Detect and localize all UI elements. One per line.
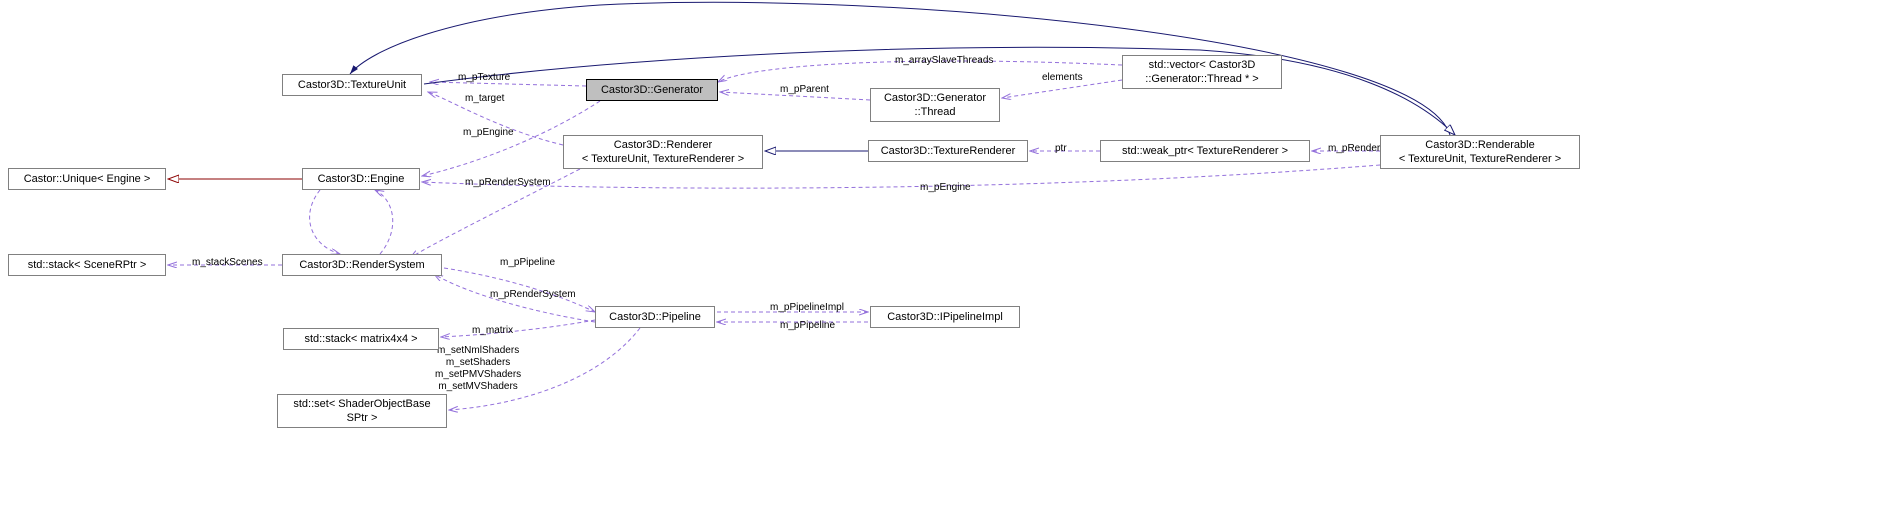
node-label: Castor3D::Generator [879,91,991,105]
node-genThread[interactable]: Castor3D::Generator::Thread [870,88,1000,122]
node-label: Castor3D::Engine [311,172,411,186]
node-stackScene[interactable]: std::stack< SceneRPtr > [8,254,166,276]
edge-label-m_pRenderSystem2: m_pRenderSystem [490,289,576,301]
node-label: std::stack< SceneRPtr > [17,258,157,272]
node-label: Castor::Unique< Engine > [17,172,157,186]
node-texRenderer[interactable]: Castor3D::TextureRenderer [868,140,1028,162]
node-vecThreads[interactable]: std::vector< Castor3D::Generator::Thread… [1122,55,1282,89]
edge-label-m_pEngine1: m_pEngine [463,127,514,139]
edge-label-elements: elements [1042,72,1083,84]
edge-label-m_pRenderSystem: m_pRenderSystem [465,177,551,189]
edge-label-shaderSets: m_setNmlShadersm_setShadersm_setPMVShade… [435,345,521,393]
node-label: SPtr > [286,411,438,425]
node-label: std::set< ShaderObjectBase [286,397,438,411]
node-engine[interactable]: Castor3D::Engine [302,168,420,190]
node-renderer[interactable]: Castor3D::Renderer< TextureUnit, Texture… [563,135,763,169]
edge-label-m_target: m_target [465,93,504,105]
node-label: ::Thread [879,105,991,119]
edge-label-m_pPipelineImpl: m_pPipelineImpl [770,302,844,314]
node-pipeline[interactable]: Castor3D::Pipeline [595,306,715,328]
edge-label-m_matrix: m_matrix [472,325,513,337]
node-label: std::stack< matrix4x4 > [292,332,430,346]
edge-label-m_stackScenes: m_stackScenes [192,257,263,269]
edge-label-m_pParent: m_pParent [780,84,829,96]
node-label: < TextureUnit, TextureRenderer > [572,152,754,166]
node-label: Castor3D::Generator [595,83,709,97]
node-label: Castor3D::IPipelineImpl [879,310,1011,324]
edge-21 [441,320,595,337]
node-renderSystem[interactable]: Castor3D::RenderSystem [282,254,442,276]
node-label: Castor3D::TextureUnit [291,78,413,92]
node-weakPtr[interactable]: std::weak_ptr< TextureRenderer > [1100,140,1310,162]
edge-label-m_arraySlaveThreads: m_arraySlaveThreads [895,55,993,67]
node-label: Castor3D::Pipeline [604,310,706,324]
node-textureUnit[interactable]: Castor3D::TextureUnit [282,74,422,96]
edge-label-m_pTexture: m_pTexture [458,72,510,84]
edge-14 [310,190,340,254]
edge-label-m_pEngine2: m_pEngine [920,182,971,194]
node-setShader[interactable]: std::set< ShaderObjectBaseSPtr > [277,394,447,428]
node-generator[interactable]: Castor3D::Generator [586,79,718,101]
node-label: ::Generator::Thread * > [1131,72,1273,86]
edge-15 [375,190,393,254]
node-unique[interactable]: Castor::Unique< Engine > [8,168,166,190]
node-label: Castor3D::TextureRenderer [877,144,1019,158]
edge-label-ptr: ptr [1055,143,1067,155]
node-renderable[interactable]: Castor3D::Renderable< TextureUnit, Textu… [1380,135,1580,169]
node-label: Castor3D::Renderer [572,138,754,152]
node-label: Castor3D::RenderSystem [291,258,433,272]
node-stackMatrix[interactable]: std::stack< matrix4x4 > [283,328,439,350]
node-ipipelineImpl[interactable]: Castor3D::IPipelineImpl [870,306,1020,328]
node-label: std::vector< Castor3D [1131,58,1273,72]
edge-label-m_pPipeline1: m_pPipeline [500,257,555,269]
edge-label-m_pPipeline2: m_pPipeline [780,320,835,332]
node-label: std::weak_ptr< TextureRenderer > [1109,144,1301,158]
node-label: Castor3D::Renderable [1389,138,1571,152]
node-label: < TextureUnit, TextureRenderer > [1389,152,1571,166]
